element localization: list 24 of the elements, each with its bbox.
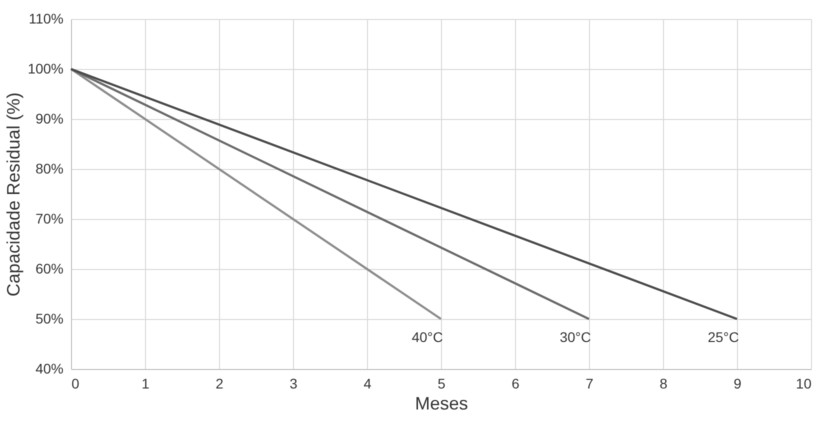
x-tick-label: 6 [512, 376, 520, 392]
series-label: 25°C [708, 329, 739, 345]
y-tick-label: 50% [35, 310, 64, 326]
y-tick-label: 70% [35, 210, 64, 226]
y-axis-title: Capacidade Residual (%) [4, 92, 24, 297]
x-tick-label: 2 [216, 376, 224, 392]
series-label: 30°C [560, 329, 591, 345]
x-tick-label: 0 [72, 376, 80, 392]
x-tick-label: 5 [438, 376, 446, 392]
x-tick-label: 7 [586, 376, 594, 392]
x-axis-title: Meses [414, 394, 468, 414]
x-tick-label: 9 [734, 376, 742, 392]
x-tick-label: 8 [660, 376, 668, 392]
series-label: 40°C [412, 329, 443, 345]
y-tick-label: 100% [28, 60, 64, 76]
x-tick-label: 3 [290, 376, 298, 392]
y-tick-label: 90% [35, 110, 64, 126]
y-tick-label: 80% [35, 160, 64, 176]
x-tick-label: 1 [142, 376, 150, 392]
y-tick-label: 40% [35, 360, 64, 376]
x-tick-label: 4 [364, 376, 372, 392]
y-tick-label: 110% [28, 10, 64, 26]
y-tick-label: 60% [35, 260, 64, 276]
x-tick-label: 10 [796, 376, 812, 392]
